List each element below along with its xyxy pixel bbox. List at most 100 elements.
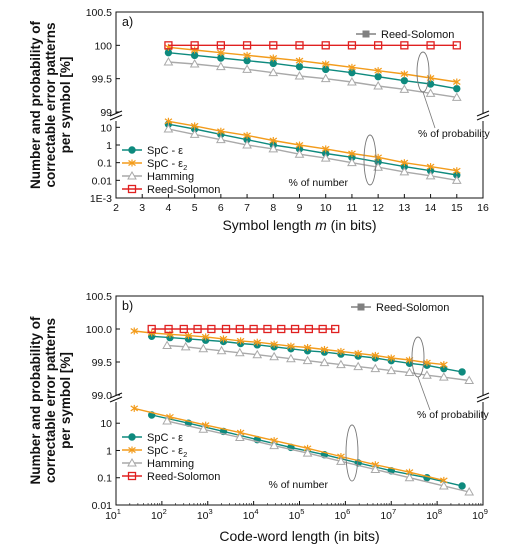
y-tick-label: 100 bbox=[94, 40, 112, 52]
series-probability-2-point bbox=[451, 92, 462, 101]
annotation-probability: % of probability bbox=[417, 409, 490, 421]
series-probability-3-point bbox=[400, 41, 409, 50]
legend-swatch-marker bbox=[128, 433, 136, 441]
series-number-1-point bbox=[269, 136, 278, 144]
series-number-2-point bbox=[242, 139, 252, 149]
series-number-2-point bbox=[302, 448, 313, 457]
x-tick-label: 14 bbox=[425, 202, 437, 214]
series-probability-3-point bbox=[347, 41, 357, 50]
y-axis-label-line: Number and probability of bbox=[28, 20, 43, 189]
legend-top: Reed-Solomon bbox=[351, 302, 449, 314]
legend-label: Reed-Solomon bbox=[376, 302, 449, 314]
y-tick-label: 99.5 bbox=[92, 357, 113, 369]
series-probability-2-point bbox=[425, 88, 436, 97]
series-number-2-line bbox=[166, 420, 470, 493]
y-axis-label-line: Number and probability of bbox=[28, 316, 43, 485]
series-number-1-point bbox=[426, 163, 435, 171]
series-number-1-point bbox=[295, 141, 304, 149]
legend-label: Hamming bbox=[147, 458, 194, 470]
series-probability-2-line bbox=[168, 61, 457, 98]
series-probability-2-point bbox=[404, 367, 415, 377]
chart-panel-a: 2 3 4 5 6 7 8 9 10 11 12 13 14 15 169999.5100100.51E-3… bbox=[28, 7, 491, 233]
series-number-2-point bbox=[198, 424, 209, 433]
x-tick-label: 7 bbox=[244, 202, 250, 214]
y-tick-label: 0.01 bbox=[92, 500, 113, 512]
x-tick-label: 15 bbox=[451, 202, 463, 214]
series-probability-0-point bbox=[458, 368, 466, 376]
series-number-1-point bbox=[130, 404, 139, 412]
series-number-1-point bbox=[190, 122, 199, 130]
y-tick-label: 0.01 bbox=[92, 175, 113, 187]
series-probability-3-point bbox=[164, 41, 173, 50]
y-tick-label: 1 bbox=[106, 445, 112, 457]
series-probability-3-point bbox=[452, 41, 461, 50]
legend-swatch-marker bbox=[127, 457, 137, 467]
legend-label-text: SpC - ε bbox=[147, 145, 183, 157]
x-tick-label-exponent: 6 bbox=[346, 507, 350, 516]
series-probability-1-line bbox=[168, 46, 457, 83]
x-tick-label: 109 bbox=[472, 507, 488, 522]
legend-entry: Reed-Solomon bbox=[122, 184, 220, 196]
legend-label-text: SpC - ε bbox=[147, 158, 183, 170]
series-probability-2-point bbox=[370, 363, 381, 373]
series-number-2-point bbox=[189, 129, 200, 138]
series-number-2-point bbox=[215, 134, 226, 144]
series-probability-1-point bbox=[184, 332, 193, 340]
series-probability-2-point bbox=[286, 353, 296, 363]
series-probability-2-point bbox=[373, 80, 384, 90]
legend-label: Reed-Solomon bbox=[147, 184, 220, 196]
legend-label-text: Reed-Solomon bbox=[376, 302, 449, 314]
series-probability-3-point bbox=[193, 324, 202, 334]
legend-label: Reed-Solomon bbox=[147, 471, 220, 483]
y-axis-label-line: per symbol [%] bbox=[58, 57, 73, 154]
series-number-2-point bbox=[425, 170, 436, 180]
x-tick-label: 5 bbox=[192, 202, 198, 214]
series-probability-2-point bbox=[216, 345, 227, 355]
legend-label-text: SpC - ε bbox=[147, 445, 183, 457]
x-tick-label: 105 bbox=[289, 507, 305, 522]
x-axis-label: Code-word length (in bits) bbox=[219, 528, 379, 544]
y-tick-label: 0.1 bbox=[97, 473, 112, 485]
y-axis-label: Number and probability ofcorrectable err… bbox=[28, 316, 73, 485]
series-probability-3-point bbox=[426, 41, 435, 50]
legend-swatch-marker bbox=[128, 159, 136, 167]
y-tick-label: 100.5 bbox=[86, 7, 112, 19]
series-probability-3-point bbox=[321, 41, 330, 50]
y-axis-label-line: per symbol [%] bbox=[58, 352, 73, 449]
x-tick-label-base: 10 bbox=[472, 510, 484, 522]
series-probability-2-point bbox=[180, 341, 191, 351]
legend-entry: Reed-Solomon bbox=[356, 29, 454, 41]
legend-label: SpC - ε bbox=[147, 432, 183, 444]
legend-swatch-marker bbox=[357, 303, 365, 311]
annotation-number: % of number bbox=[268, 479, 328, 491]
axis-break-mark bbox=[476, 114, 490, 121]
x-axis-label-unit: (in bits) bbox=[327, 217, 377, 233]
x-axis-label-text: Symbol length bbox=[222, 217, 315, 233]
series-number-2-point bbox=[451, 175, 462, 184]
legend-entry: SpC - ε2 bbox=[122, 445, 187, 459]
series-probability-2-point bbox=[386, 365, 397, 375]
legend-entry: Reed-Solomon bbox=[122, 471, 220, 483]
series-probability-2-point bbox=[189, 58, 200, 68]
y-tick-label: 99.5 bbox=[92, 74, 113, 86]
series-number-1-line bbox=[134, 407, 444, 482]
series-probability-1-point bbox=[387, 354, 396, 362]
axis-break-mark bbox=[109, 396, 123, 403]
x-tick-label-exponent: 7 bbox=[392, 507, 396, 516]
series-probability-2-point bbox=[319, 357, 330, 367]
series-probability-2-point bbox=[268, 67, 279, 77]
x-tick-label-exponent: 3 bbox=[209, 507, 213, 516]
series-number-2-point bbox=[464, 486, 475, 496]
series-probability-3-point bbox=[269, 41, 278, 50]
series-number-1-point bbox=[243, 131, 251, 139]
legend-swatch-marker bbox=[127, 471, 137, 481]
series-probability-1-point bbox=[201, 333, 210, 341]
x-tick-label: 8 bbox=[270, 202, 276, 214]
legend-entry: Hamming bbox=[122, 170, 194, 183]
legend-entry: Reed-Solomon bbox=[351, 302, 449, 314]
series-probability-3-point bbox=[147, 324, 156, 334]
y-tick-label: 0.1 bbox=[97, 158, 112, 170]
series-number-1-point bbox=[321, 145, 330, 153]
